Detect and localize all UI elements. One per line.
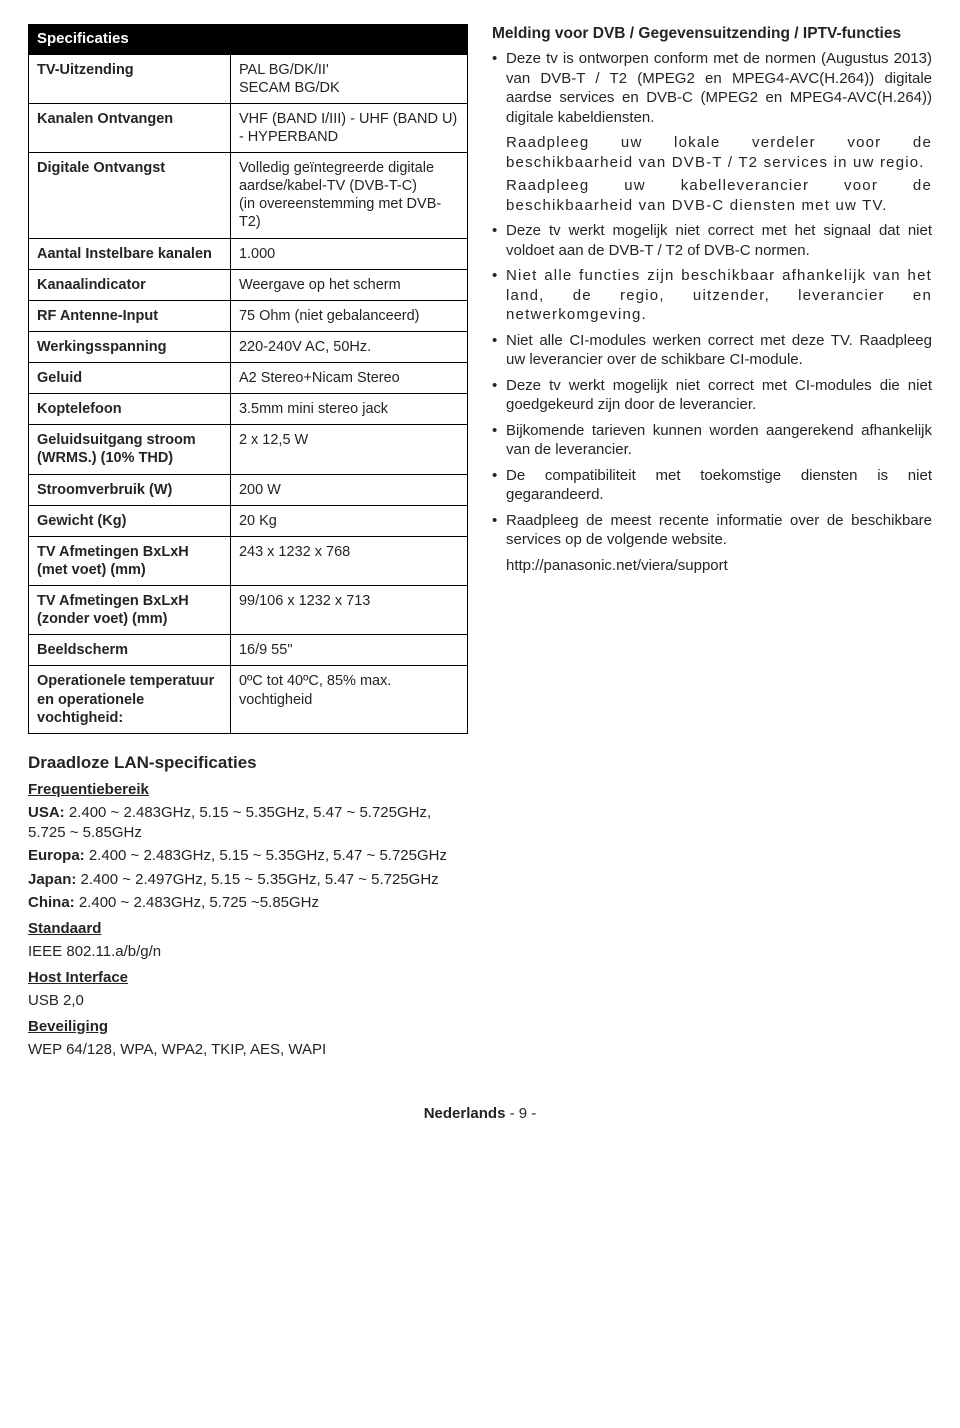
sec-title: Beveiliging <box>28 1017 468 1037</box>
spec-value: 3.5mm mini stereo jack <box>230 394 467 425</box>
freq-cn: China: 2.400 ~ 2.483GHz, 5.725 ~5.85GHz <box>28 893 468 913</box>
spec-value: 243 x 1232 x 768 <box>230 536 467 585</box>
spec-label: TV Afmetingen BxLxH (zonder voet) (mm) <box>29 586 231 635</box>
spec-value: PAL BG/DK/II' SECAM BG/DK <box>230 54 467 103</box>
sec-value: WEP 64/128, WPA, WPA2, TKIP, AES, WAPI <box>28 1040 468 1060</box>
spec-label: Operationele temperatuur en operationele… <box>29 666 231 733</box>
spec-value: 20 Kg <box>230 505 467 536</box>
spec-label: Gewicht (Kg) <box>29 505 231 536</box>
spec-value: VHF (BAND I/III) - UHF (BAND U) - HYPERB… <box>230 103 467 152</box>
bullet-item: •Raadpleeg de meest recente informatie o… <box>492 511 932 550</box>
spec-label: Geluid <box>29 363 231 394</box>
freq-jp-value: 2.400 ~ 2.497GHz, 5.15 ~ 5.35GHz, 5.47 ~… <box>76 871 438 888</box>
freq-jp: Japan: 2.400 ~ 2.497GHz, 5.15 ~ 5.35GHz,… <box>28 870 468 890</box>
bullet-dot: • <box>492 466 506 505</box>
spec-label: RF Antenne-Input <box>29 300 231 331</box>
std-title: Standaard <box>28 919 468 939</box>
spec-label: Werkingsspanning <box>29 331 231 362</box>
footer-lang: Nederlands <box>424 1105 506 1122</box>
freq-usa: USA: 2.400 ~ 2.483GHz, 5.15 ~ 5.35GHz, 5… <box>28 803 468 842</box>
bullet-text: De compatibiliteit met toekomstige diens… <box>506 466 932 505</box>
bullet-text: Niet alle CI-modules werken correct met … <box>506 331 932 370</box>
indent-paragraph: Raadpleeg uw kabelleverancier voor de be… <box>506 176 932 215</box>
bullet-item: •Niet alle functies zijn beschikbaar afh… <box>492 266 932 325</box>
freq-cn-label: China: <box>28 894 75 911</box>
bullet-item: •Deze tv werkt mogelijk niet correct met… <box>492 221 932 260</box>
freq-eu: Europa: 2.400 ~ 2.483GHz, 5.15 ~ 5.35GHz… <box>28 846 468 866</box>
spec-value: 75 Ohm (niet gebalanceerd) <box>230 300 467 331</box>
specs-header: Specificaties <box>28 24 468 54</box>
spec-value: 99/106 x 1232 x 713 <box>230 586 467 635</box>
spec-value: 2 x 12,5 W <box>230 425 467 474</box>
spec-value: 1.000 <box>230 238 467 269</box>
spec-label: Koptelefoon <box>29 394 231 425</box>
spec-label: TV Afmetingen BxLxH (met voet) (mm) <box>29 536 231 585</box>
footer-page: - 9 - <box>505 1105 536 1122</box>
right-title: Melding voor DVB / Gegevensuitzending / … <box>492 24 932 43</box>
freq-usa-value: 2.400 ~ 2.483GHz, 5.15 ~ 5.35GHz, 5.47 ~… <box>28 804 431 841</box>
bullet-item: •Bijkomende tarieven kunnen worden aange… <box>492 421 932 460</box>
spec-value: 220-240V AC, 50Hz. <box>230 331 467 362</box>
spec-label: Beeldscherm <box>29 635 231 666</box>
spec-value: A2 Stereo+Nicam Stereo <box>230 363 467 394</box>
bullet-item: •Deze tv werkt mogelijk niet correct met… <box>492 376 932 415</box>
spec-label: Kanaalindicator <box>29 269 231 300</box>
bullet-dot: • <box>492 221 506 260</box>
bullet-text: Raadpleeg de meest recente informatie ov… <box>506 511 932 550</box>
bullet-item: •De compatibiliteit met toekomstige dien… <box>492 466 932 505</box>
bullet-dot: • <box>492 421 506 460</box>
spec-value: Weergave op het scherm <box>230 269 467 300</box>
bullet-text: Deze tv werkt mogelijk niet correct met … <box>506 221 932 260</box>
bullet-text: Deze tv werkt mogelijk niet correct met … <box>506 376 932 415</box>
bullet-dot: • <box>492 49 506 127</box>
spec-value: 16/9 55" <box>230 635 467 666</box>
bullet-dot: • <box>492 511 506 550</box>
bullet-dot: • <box>492 331 506 370</box>
wlan-title: Draadloze LAN-specificaties <box>28 752 468 774</box>
spec-value: 0ºC tot 40ºC, 85% max. vochtigheid <box>230 666 467 733</box>
spec-label: Aantal Instelbare kanalen <box>29 238 231 269</box>
host-value: USB 2,0 <box>28 991 468 1011</box>
freq-usa-label: USA: <box>28 804 65 821</box>
freq-cn-value: 2.400 ~ 2.483GHz, 5.725 ~5.85GHz <box>75 894 319 911</box>
spec-label: Stroomverbruik (W) <box>29 474 231 505</box>
spec-value: Volledig geïntegreerde digitale aardse/k… <box>230 153 467 239</box>
page-footer: Nederlands - 9 - <box>28 1104 932 1124</box>
freq-title: Frequentiebereik <box>28 780 468 800</box>
std-value: IEEE 802.11.a/b/g/n <box>28 942 468 962</box>
bullet-text: Deze tv is ontworpen conform met de norm… <box>506 49 932 127</box>
bullet-item: •Niet alle CI-modules werken correct met… <box>492 331 932 370</box>
freq-jp-label: Japan: <box>28 871 76 888</box>
spec-label: TV-Uitzending <box>29 54 231 103</box>
bullet-text: Niet alle functies zijn beschikbaar afha… <box>506 266 932 325</box>
indent-paragraph: Raadpleeg uw lokale verdeler voor de bes… <box>506 133 932 172</box>
freq-eu-label: Europa: <box>28 847 85 864</box>
indent-paragraph: http://panasonic.net/viera/support <box>506 556 932 576</box>
freq-eu-value: 2.400 ~ 2.483GHz, 5.15 ~ 5.35GHz, 5.47 ~… <box>85 847 447 864</box>
bullet-text: Bijkomende tarieven kunnen worden aanger… <box>506 421 932 460</box>
bullet-item: •Deze tv is ontworpen conform met de nor… <box>492 49 932 127</box>
specs-table: TV-UitzendingPAL BG/DK/II' SECAM BG/DKKa… <box>28 54 468 734</box>
spec-label: Geluidsuitgang stroom (WRMS.) (10% THD) <box>29 425 231 474</box>
bullet-dot: • <box>492 266 506 325</box>
bullet-dot: • <box>492 376 506 415</box>
spec-label: Digitale Ontvangst <box>29 153 231 239</box>
host-title: Host Interface <box>28 968 468 988</box>
spec-label: Kanalen Ontvangen <box>29 103 231 152</box>
spec-value: 200 W <box>230 474 467 505</box>
